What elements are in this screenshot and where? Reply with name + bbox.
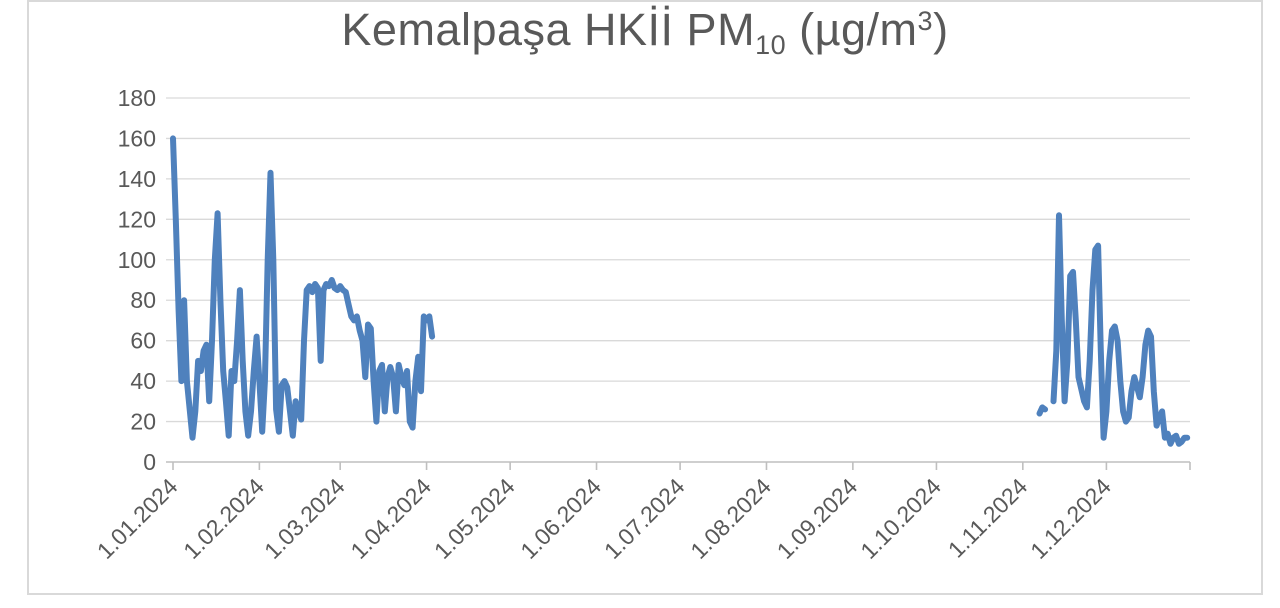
x-tick-label: 1.01.2024 bbox=[92, 473, 183, 564]
chart-title-text: Kemalpaşa HKİİ PM bbox=[341, 4, 756, 55]
series-line bbox=[1036, 404, 1049, 417]
y-tick-label: 120 bbox=[118, 206, 156, 232]
chart-title-units-open: (µg/m bbox=[786, 4, 918, 55]
x-tick-label: 1.02.2024 bbox=[178, 473, 269, 564]
series-line bbox=[170, 135, 436, 441]
x-tick-label: 1.10.2024 bbox=[855, 473, 946, 564]
x-tick-label: 1.08.2024 bbox=[685, 473, 776, 564]
x-tick-label: 1.12.2024 bbox=[1025, 473, 1116, 564]
x-tick-label: 1.04.2024 bbox=[345, 473, 436, 564]
y-tick-label: 40 bbox=[130, 368, 156, 394]
x-tick-label: 1.09.2024 bbox=[772, 473, 863, 564]
y-tick-label: 180 bbox=[118, 85, 156, 111]
chart-title-units-close: ) bbox=[933, 4, 949, 55]
x-tick-label: 1.06.2024 bbox=[515, 473, 606, 564]
x-tick-label: 1.11.2024 bbox=[943, 473, 1033, 563]
y-tick-label: 20 bbox=[130, 409, 156, 435]
series-line bbox=[1050, 212, 1191, 447]
x-tick-label: 1.07.2024 bbox=[599, 473, 690, 564]
x-tick-label: 1.05.2024 bbox=[429, 473, 520, 564]
x-tick-label: 1.03.2024 bbox=[259, 473, 350, 564]
y-tick-label: 80 bbox=[130, 287, 156, 313]
y-tick-label: 100 bbox=[118, 247, 156, 273]
chart-title-superscript: 3 bbox=[917, 6, 934, 36]
y-tick-label: 160 bbox=[118, 125, 156, 151]
y-tick-label: 0 bbox=[143, 449, 156, 475]
chart-title-subscript: 10 bbox=[755, 30, 787, 60]
y-tick-label: 60 bbox=[130, 328, 156, 354]
y-tick-label: 140 bbox=[118, 166, 156, 192]
chart-title: Kemalpaşa HKİİ PM10 (µg/m3) bbox=[27, 4, 1263, 61]
